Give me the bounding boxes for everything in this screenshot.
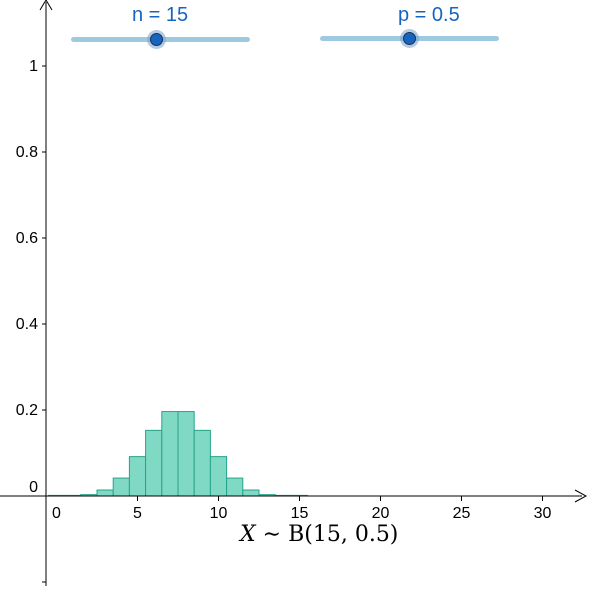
slider-n-label: n = 15 [132, 4, 189, 26]
bar-k-11 [226, 477, 244, 497]
x-tick-label-10: 10 [210, 505, 228, 522]
bar-k-12 [242, 489, 260, 497]
slider-n-knob[interactable] [150, 33, 164, 46]
bar-k-3 [96, 489, 114, 497]
bar-k-7 [161, 411, 179, 497]
y-tick-label-0.8: 0.8 [16, 144, 38, 161]
x-tick-label-30: 30 [534, 505, 552, 522]
formula-relation: ∼ [255, 522, 289, 547]
bar-k-4 [112, 477, 130, 497]
formula-variable: X [240, 522, 256, 547]
y-tick-label-1: 1 [29, 58, 38, 75]
slider-p-label: p = 0.5 [398, 4, 460, 26]
x-tick-label-5: 5 [133, 505, 142, 522]
x-tick-label-20: 20 [372, 505, 390, 522]
formula-distribution: B(15, 0.5) [288, 522, 399, 547]
x-tick-label-25: 25 [453, 505, 471, 522]
bar-k-8 [177, 411, 195, 497]
y-tick-label-0.4: 0.4 [16, 316, 38, 333]
distribution-formula: X ∼ B(15, 0.5) [240, 522, 398, 547]
bar-k-9 [193, 429, 211, 497]
slider-p-knob[interactable] [402, 32, 416, 45]
y-axis-arrow-icon [39, 0, 53, 11]
bar-k-6 [145, 429, 163, 497]
y-tick-label-0.2: 0.2 [16, 402, 38, 419]
x-tick-label-0: 0 [52, 505, 61, 522]
y-tick-label-0.6: 0.6 [16, 230, 38, 247]
bar-k-10 [209, 456, 228, 497]
x-axis-arrow-icon [574, 489, 588, 503]
y-tick-label-0: 0 [29, 479, 38, 496]
x-tick-label-15: 15 [291, 505, 309, 522]
bar-k-5 [128, 456, 147, 497]
